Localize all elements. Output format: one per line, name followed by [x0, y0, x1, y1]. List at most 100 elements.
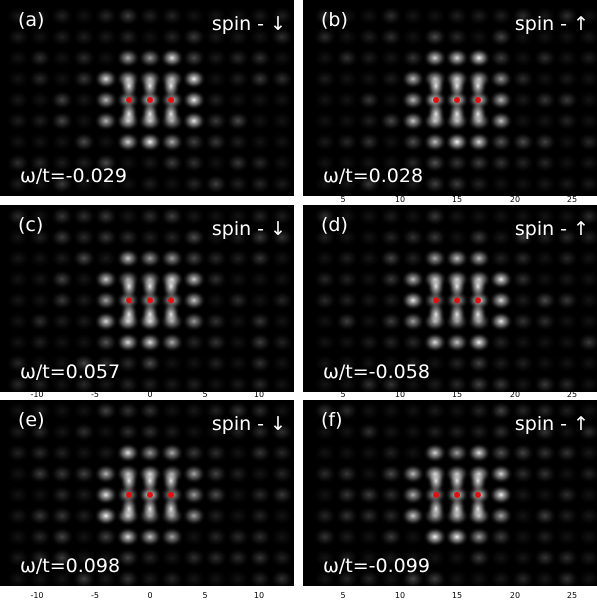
blob — [555, 68, 579, 89]
blob — [467, 400, 491, 421]
blob — [357, 353, 381, 374]
blob — [533, 374, 557, 392]
blob — [248, 353, 272, 374]
blob — [379, 421, 403, 442]
blob-bright — [469, 494, 487, 523]
blob — [226, 89, 250, 110]
blob — [182, 290, 206, 311]
blob — [226, 332, 250, 353]
blob — [577, 526, 597, 547]
blob — [270, 421, 294, 442]
blob — [28, 332, 52, 353]
blob — [313, 547, 337, 568]
blob — [94, 206, 118, 227]
blob — [445, 442, 469, 463]
blob — [270, 206, 294, 227]
blob-bright — [448, 99, 466, 128]
x-tick-label: 10 — [395, 591, 405, 600]
blob — [357, 568, 381, 586]
impurity — [433, 297, 439, 304]
blob — [182, 484, 206, 505]
ldos-image — [313, 400, 597, 586]
blob — [423, 526, 447, 547]
blob — [248, 68, 272, 89]
blob — [6, 421, 30, 442]
blob-bright — [448, 466, 466, 495]
x-tick-label: -10 — [30, 390, 43, 399]
blob — [335, 227, 359, 248]
blob — [357, 89, 381, 110]
blob — [94, 110, 118, 131]
blob — [577, 290, 597, 311]
blob — [401, 400, 425, 421]
blob — [6, 173, 30, 194]
blob — [401, 568, 425, 586]
blob — [270, 505, 294, 526]
blob — [6, 311, 30, 332]
blob — [467, 152, 491, 173]
blob-bright — [141, 300, 159, 329]
blob — [401, 547, 425, 568]
blob — [335, 248, 359, 269]
blob — [226, 311, 250, 332]
blob — [577, 47, 597, 68]
blob — [577, 68, 597, 89]
blob — [445, 568, 469, 586]
energy-label: ω/t=-0.058 — [323, 361, 430, 383]
blob — [423, 332, 447, 353]
blob — [204, 505, 228, 526]
blob — [467, 547, 491, 568]
blob — [467, 421, 491, 442]
blob — [182, 248, 206, 269]
blob — [226, 400, 250, 421]
blob — [313, 311, 337, 332]
blob-bright — [448, 300, 466, 329]
impurity — [475, 297, 481, 304]
blob — [50, 26, 74, 47]
blob — [335, 290, 359, 311]
blob — [6, 463, 30, 484]
blob — [116, 442, 140, 463]
blob — [270, 442, 294, 463]
blob — [28, 311, 52, 332]
energy-label: ω/t=0.028 — [323, 165, 423, 187]
blob — [401, 152, 425, 173]
spin-label: spin - ↑ — [515, 413, 589, 435]
panel: (c) spin - ↓ ω/t=0.057 10 5 — [0, 205, 294, 392]
blob — [226, 421, 250, 442]
blob — [357, 290, 381, 311]
blob — [94, 332, 118, 353]
blob — [160, 353, 184, 374]
blob-bright — [448, 71, 466, 100]
blob — [72, 173, 96, 194]
blob — [379, 526, 403, 547]
blob-bright — [141, 272, 159, 301]
blob — [50, 290, 74, 311]
x-tick-label: 0 — [147, 390, 152, 399]
x-tick-label: 20 — [510, 390, 520, 399]
blob — [270, 526, 294, 547]
blob — [182, 374, 206, 392]
impurity — [433, 491, 439, 498]
blob — [577, 173, 597, 194]
blob — [467, 353, 491, 374]
blob — [335, 547, 359, 568]
blob — [248, 173, 272, 194]
x-tick-label: 5 — [340, 195, 345, 204]
impurity — [147, 491, 153, 498]
blob — [401, 484, 425, 505]
blob — [182, 332, 206, 353]
blob — [94, 400, 118, 421]
blob — [28, 131, 52, 152]
blob — [335, 374, 359, 392]
blob — [511, 421, 535, 442]
blob — [445, 547, 469, 568]
blob — [160, 5, 184, 26]
blob — [533, 206, 557, 227]
blob — [50, 442, 74, 463]
blob — [160, 526, 184, 547]
blob — [379, 5, 403, 26]
blob — [313, 332, 337, 353]
blob — [577, 484, 597, 505]
panel: (d) spin - ↑ ω/t=-0.058 — [303, 205, 597, 392]
